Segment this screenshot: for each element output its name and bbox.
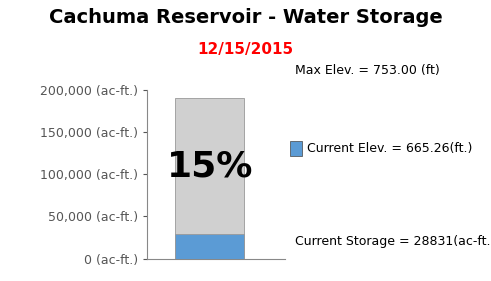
- Text: Current Storage = 28831(ac-ft.): Current Storage = 28831(ac-ft.): [295, 235, 491, 248]
- Text: 12/15/2015: 12/15/2015: [197, 42, 294, 57]
- Bar: [175, 234, 244, 259]
- Text: Cachuma Reservoir - Water Storage: Cachuma Reservoir - Water Storage: [49, 8, 442, 28]
- Text: Current Elev. = 665.26(ft.): Current Elev. = 665.26(ft.): [307, 142, 472, 155]
- Bar: [175, 98, 244, 259]
- Text: 15%: 15%: [166, 149, 253, 183]
- Text: Max Elev. = 753.00 (ft): Max Elev. = 753.00 (ft): [295, 64, 439, 77]
